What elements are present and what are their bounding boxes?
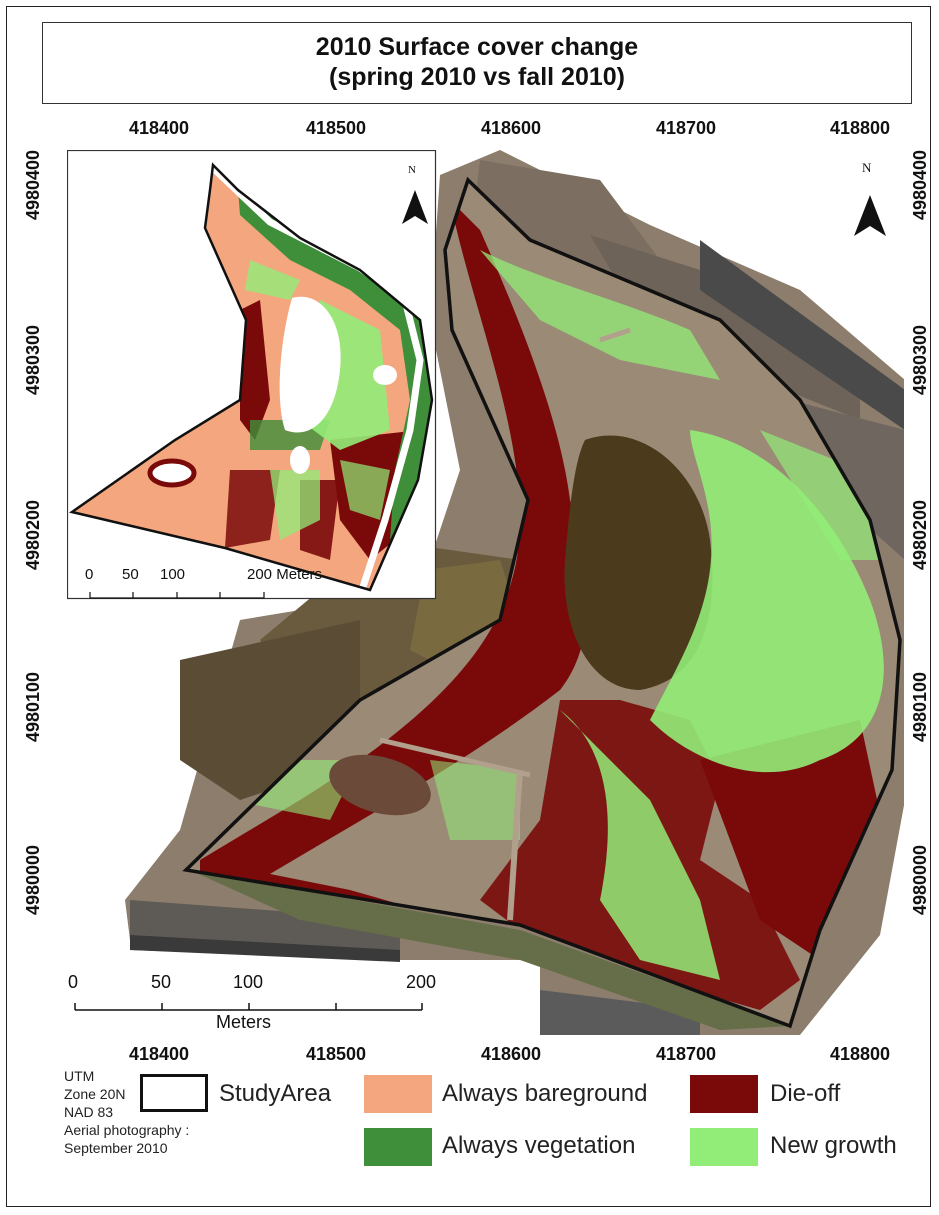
x-tick-bottom-418500: 418500 — [305, 1044, 367, 1064]
north-arrow-icon — [854, 195, 886, 236]
x-tick-bottom-418800: 418800 — [829, 1044, 891, 1064]
inset-north-label: N — [408, 164, 416, 176]
legend-note-zone: Zone 20N — [64, 1086, 126, 1102]
legend-note-photo: Aerial photography : — [64, 1122, 190, 1138]
x-tick-top-418400: 418400 — [128, 118, 190, 138]
legend-swatch-die-off — [690, 1075, 758, 1113]
legend-label-die-off: Die-off — [770, 1080, 841, 1107]
legend-swatch-always-bareground — [364, 1075, 432, 1113]
x-tick-bottom-418600: 418600 — [480, 1044, 542, 1064]
inset-outline — [68, 162, 434, 592]
legend-note-date: September 2010 — [64, 1140, 168, 1156]
legend-label-always-bareground: Always bareground — [442, 1080, 648, 1107]
legend-label-new-growth: New growth — [770, 1132, 897, 1159]
main-scale-label-100: 100 — [233, 972, 264, 992]
map-subtitle: (spring 2010 vs fall 2010) — [329, 63, 625, 91]
inset-scale-label-0: 0 — [85, 566, 94, 583]
main-scale-label-200: 200 — [406, 972, 437, 992]
map-title-box: 2010 Surface cover change (spring 2010 v… — [42, 22, 912, 104]
inset-north-arrow-icon — [402, 190, 428, 224]
x-tick-top-418800: 418800 — [829, 118, 891, 138]
main-scale-label-0: 0 — [68, 972, 79, 992]
x-tick-top-418700: 418700 — [655, 118, 717, 138]
legend-label-studyarea: StudyArea — [219, 1080, 332, 1107]
x-tick-top-418500: 418500 — [305, 118, 367, 138]
map-frame — [6, 6, 931, 1207]
inset-scale-bar — [89, 592, 265, 599]
inset-scale-label-100: 100 — [160, 566, 186, 583]
x-tick-top-418600: 418600 — [480, 118, 542, 138]
main-scale-label-50: 50 — [151, 972, 172, 992]
inset-scale-label-50: 50 — [122, 566, 139, 583]
study-area-outline — [182, 176, 902, 1029]
inset-scale-label-200: 200 Meters — [247, 566, 323, 583]
legend-note-datum: NAD 83 — [64, 1104, 114, 1120]
legend-swatch-always-vegetation — [364, 1128, 432, 1166]
inset-map — [67, 150, 437, 600]
north-label: N — [862, 160, 872, 175]
legend-swatch-new-growth — [690, 1128, 758, 1166]
main-scale-bar — [74, 1003, 423, 1011]
map-title: 2010 Surface cover change — [315, 33, 639, 61]
legend-note-utm: UTM — [64, 1068, 95, 1084]
legend-label-always-vegetation: Always vegetation — [442, 1132, 636, 1159]
x-tick-bottom-418400: 418400 — [128, 1044, 190, 1064]
x-tick-bottom-418700: 418700 — [655, 1044, 717, 1064]
legend-swatch-studyarea — [140, 1074, 208, 1112]
main-scale-unit: Meters — [216, 1012, 272, 1032]
legend-notes: UTM Zone 20N NAD 83 Aerial photography :… — [64, 1067, 189, 1157]
